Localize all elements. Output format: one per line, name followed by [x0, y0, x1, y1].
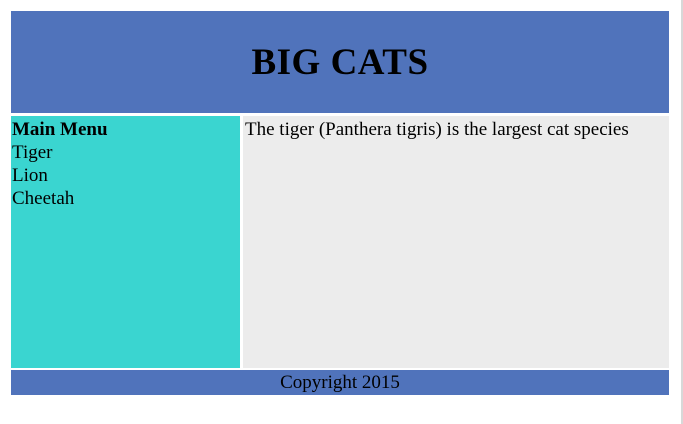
page-container: BIG CATS Main Menu Tiger Lion Cheetah Th… [11, 11, 669, 395]
page-header: BIG CATS [11, 11, 669, 113]
copyright-text: Copyright 2015 [280, 372, 400, 393]
menu-title: Main Menu [12, 119, 108, 140]
column-divider [240, 116, 243, 368]
content-panel: The tiger (Panthera tigris) is the large… [243, 116, 669, 368]
page-footer: Copyright 2015 [11, 370, 669, 395]
page-title: BIG CATS [251, 41, 429, 83]
menu-item-lion[interactable]: Lion [12, 165, 48, 186]
vertical-scrollbar[interactable] [681, 0, 683, 424]
menu-item-cheetah[interactable]: Cheetah [12, 188, 75, 209]
menu-item-tiger[interactable]: Tiger [12, 142, 53, 163]
main-area: Main Menu Tiger Lion Cheetah The tiger (… [11, 116, 669, 368]
content-text: The tiger (Panthera tigris) is the large… [245, 119, 629, 140]
sidebar-menu: Main Menu Tiger Lion Cheetah [11, 116, 240, 368]
